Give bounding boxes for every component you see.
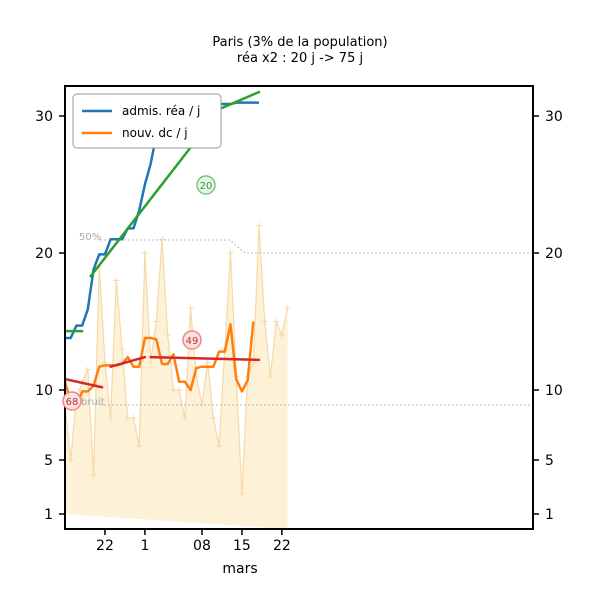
raw-dc-point bbox=[67, 457, 74, 463]
y-tick-label-right: 5 bbox=[545, 453, 554, 469]
raw-dc-point bbox=[176, 387, 183, 393]
legend: admis. réa / j nouv. dc / j bbox=[72, 93, 222, 149]
pink-badge bbox=[62, 391, 82, 411]
x-tick-label: 22 bbox=[273, 538, 291, 554]
raw-dc-point bbox=[198, 401, 205, 407]
x-tick-label: 15 bbox=[233, 538, 251, 554]
pink-label: 68 bbox=[66, 397, 79, 408]
raw-dc-point bbox=[90, 471, 97, 478]
raw-dc-point bbox=[153, 318, 160, 325]
chart-subtitle: réa x2 : 20 j -> 75 j bbox=[237, 51, 363, 66]
pct-label: 50% bbox=[79, 232, 101, 243]
y-tick-label-left: 10 bbox=[35, 383, 53, 399]
raw-dc-point bbox=[159, 236, 166, 243]
x-tick-label: 22 bbox=[96, 538, 114, 554]
raw-dc-point bbox=[84, 366, 91, 373]
raw-dc-point bbox=[130, 415, 137, 421]
raw-dc-point bbox=[256, 222, 263, 229]
x-tick-label: 08 bbox=[193, 538, 211, 554]
pct-reference-line bbox=[100, 239, 533, 254]
raw-dc-point bbox=[273, 318, 280, 325]
raw-dc-point bbox=[187, 304, 194, 311]
bruit-label: bruit bbox=[81, 397, 105, 408]
raw-dc-point bbox=[147, 359, 154, 366]
raw-dc-point bbox=[204, 359, 211, 366]
green-slope-label: 20 bbox=[200, 181, 213, 192]
raw-dc-point bbox=[141, 250, 148, 256]
raw-dc-point bbox=[164, 332, 171, 339]
plot-frame bbox=[64, 85, 534, 530]
raw-dc-point bbox=[113, 277, 120, 284]
green-slope-badge bbox=[196, 175, 216, 195]
raw-dc-point bbox=[227, 250, 234, 256]
legend-label-dc: nouv. dc / j bbox=[122, 126, 188, 140]
legend-box bbox=[72, 93, 222, 149]
x-axis-label: mars bbox=[222, 561, 257, 577]
y-tick-label-right: 20 bbox=[545, 246, 563, 262]
y-tick-label-right: 10 bbox=[545, 383, 563, 399]
y-tick-label-left: 5 bbox=[44, 453, 53, 469]
chart-title: Paris (3% de la population) bbox=[212, 35, 387, 50]
raw-dc-point bbox=[124, 415, 131, 421]
raw-dc-point bbox=[170, 387, 177, 393]
raw-dc-point bbox=[119, 345, 126, 352]
fit-green-2 bbox=[89, 146, 192, 278]
plot-area bbox=[65, 90, 533, 529]
fit-red-2 bbox=[109, 355, 147, 368]
fit-red-1 bbox=[65, 377, 104, 389]
raw-dc-point bbox=[136, 443, 143, 449]
series-line-dc bbox=[65, 321, 255, 409]
red-slope-badge bbox=[182, 330, 202, 350]
raw-dc-point bbox=[107, 415, 114, 421]
raw-dc-point bbox=[210, 415, 217, 421]
raw-dc-point bbox=[284, 304, 291, 311]
raw-dc-point bbox=[261, 318, 268, 325]
y-tick-label-right: 1 bbox=[545, 507, 554, 523]
y-tick-label-left: 20 bbox=[35, 246, 53, 262]
fit-red-3 bbox=[149, 355, 261, 362]
red-slope-label: 49 bbox=[186, 336, 199, 347]
y-tick-label-right: 30 bbox=[545, 109, 563, 125]
raw-dc-point bbox=[238, 490, 245, 497]
raw-area-fill bbox=[65, 225, 288, 529]
annotations: 20 49 68 50% bruit bbox=[62, 175, 216, 411]
y-tick-label-left: 1 bbox=[44, 507, 53, 523]
raw-dc-point bbox=[181, 415, 188, 421]
y-tick-label-left: 30 bbox=[35, 109, 53, 125]
raw-dc-point bbox=[267, 373, 274, 380]
raw-dc-point bbox=[216, 443, 223, 449]
x-tick-label: 1 bbox=[140, 538, 149, 554]
raw-dc-point bbox=[278, 332, 285, 339]
legend-label-adm: admis. réa / j bbox=[122, 104, 200, 118]
